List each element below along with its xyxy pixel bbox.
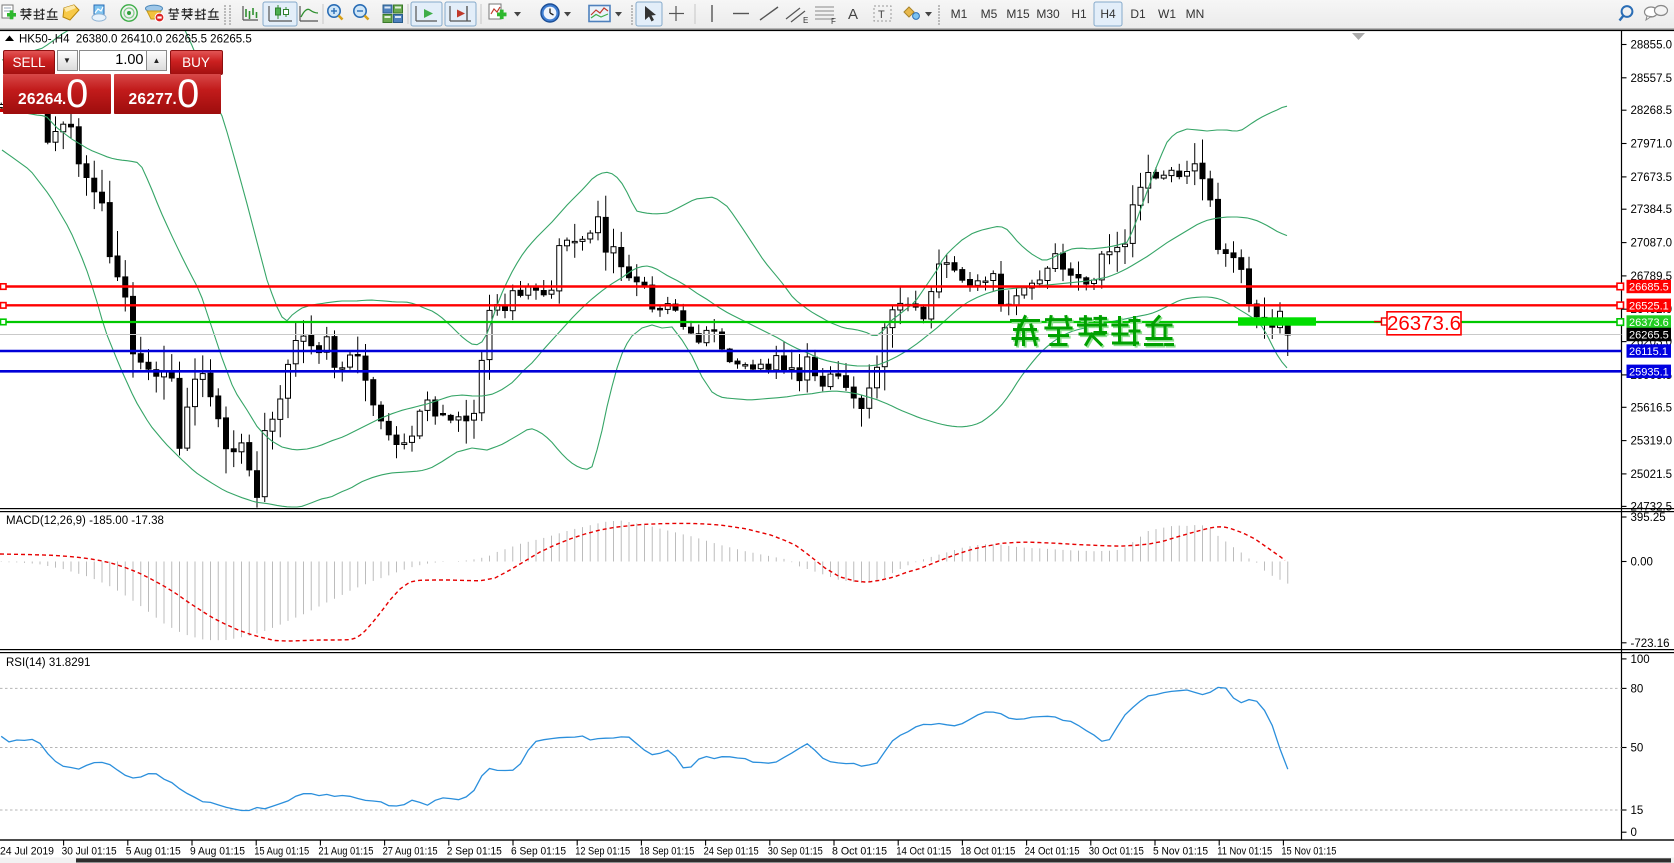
svg-text:M5: M5	[981, 7, 998, 21]
svg-text:12 Sep 01:15: 12 Sep 01:15	[575, 846, 630, 858]
svg-text:H1: H1	[1071, 7, 1087, 21]
svg-text:26525.1: 26525.1	[1629, 300, 1669, 312]
svg-text:25935.1: 25935.1	[1629, 366, 1669, 378]
svg-text:W1: W1	[1158, 7, 1176, 21]
svg-text:9 Aug 01:15: 9 Aug 01:15	[190, 846, 245, 858]
svg-text:E: E	[803, 16, 808, 25]
svg-text:28557.5: 28557.5	[1631, 73, 1673, 85]
svg-text:27087.0: 27087.0	[1631, 238, 1673, 250]
svg-text:24732.5: 24732.5	[1631, 501, 1673, 513]
svg-text:26115.1: 26115.1	[1629, 346, 1668, 358]
svg-text:26373.6: 26373.6	[1387, 312, 1461, 335]
svg-text:18 Sep 01:15: 18 Sep 01:15	[639, 846, 694, 858]
svg-text:100: 100	[1631, 654, 1650, 666]
svg-text:M1: M1	[951, 7, 968, 21]
svg-text:6 Sep 01:15: 6 Sep 01:15	[511, 846, 566, 858]
svg-text:5 Nov 01:15: 5 Nov 01:15	[1153, 846, 1208, 858]
svg-text:H4: H4	[1100, 7, 1116, 21]
svg-text:26685.5: 26685.5	[1629, 282, 1669, 294]
svg-text:15 Nov 01:15: 15 Nov 01:15	[1281, 846, 1336, 858]
svg-text:2 Sep 01:15: 2 Sep 01:15	[447, 846, 502, 858]
svg-text:11 Nov 01:15: 11 Nov 01:15	[1217, 846, 1272, 858]
svg-text:30 Sep 01:15: 30 Sep 01:15	[768, 846, 823, 858]
svg-text:RSI(14) 31.8291: RSI(14) 31.8291	[6, 657, 90, 669]
svg-text:25319.0: 25319.0	[1631, 436, 1673, 448]
svg-text:26265.5: 26265.5	[1629, 330, 1669, 342]
svg-text:14 Oct 01:15: 14 Oct 01:15	[896, 846, 951, 858]
svg-text:25021.5: 25021.5	[1631, 469, 1673, 481]
svg-text:15: 15	[1631, 805, 1644, 817]
svg-text:26373.6: 26373.6	[1629, 317, 1669, 329]
svg-text:15 Aug 01:15: 15 Aug 01:15	[254, 846, 309, 858]
svg-text:MACD(12,26,9) -185.00 -17.38: MACD(12,26,9) -185.00 -17.38	[6, 515, 164, 527]
svg-text:27971.0: 27971.0	[1631, 139, 1673, 151]
svg-text:M15: M15	[1006, 7, 1030, 21]
svg-text:50: 50	[1631, 743, 1644, 755]
svg-text:395.25: 395.25	[1631, 512, 1666, 524]
svg-text:27673.5: 27673.5	[1631, 172, 1673, 184]
svg-text:24 Oct 01:15: 24 Oct 01:15	[1025, 846, 1080, 858]
svg-text:F: F	[831, 17, 836, 26]
svg-text:30 Oct 01:15: 30 Oct 01:15	[1089, 846, 1144, 858]
svg-text:0: 0	[1631, 827, 1637, 839]
svg-text:D1: D1	[1130, 7, 1146, 21]
svg-text:A: A	[848, 6, 858, 23]
svg-text:25616.5: 25616.5	[1631, 402, 1673, 414]
svg-text:27 Aug 01:15: 27 Aug 01:15	[383, 846, 438, 858]
svg-text:27384.5: 27384.5	[1631, 204, 1673, 216]
svg-text:24 Sep 01:15: 24 Sep 01:15	[704, 846, 759, 858]
svg-text:24 Jul 2019: 24 Jul 2019	[0, 846, 54, 858]
svg-text:18 Oct 01:15: 18 Oct 01:15	[960, 846, 1015, 858]
svg-text:21 Aug 01:15: 21 Aug 01:15	[318, 846, 373, 858]
svg-text:5 Aug 01:15: 5 Aug 01:15	[126, 846, 181, 858]
svg-text:M30: M30	[1036, 7, 1060, 21]
svg-text:-723.16: -723.16	[1631, 638, 1670, 650]
svg-text:8 Oct 01:15: 8 Oct 01:15	[832, 846, 887, 858]
svg-text:80: 80	[1631, 683, 1644, 695]
svg-text:HK50-,H4 26380.0 26410.0 2626: HK50-,H4 26380.0 26410.0 26265.5 26265.5	[19, 34, 252, 46]
svg-text:28855.0: 28855.0	[1631, 40, 1673, 52]
svg-text:T: T	[878, 9, 885, 21]
svg-text:0.00: 0.00	[1631, 557, 1653, 569]
svg-text:MN: MN	[1186, 7, 1205, 21]
svg-text:28268.5: 28268.5	[1631, 105, 1673, 117]
svg-text:30 Jul 01:15: 30 Jul 01:15	[62, 846, 117, 858]
